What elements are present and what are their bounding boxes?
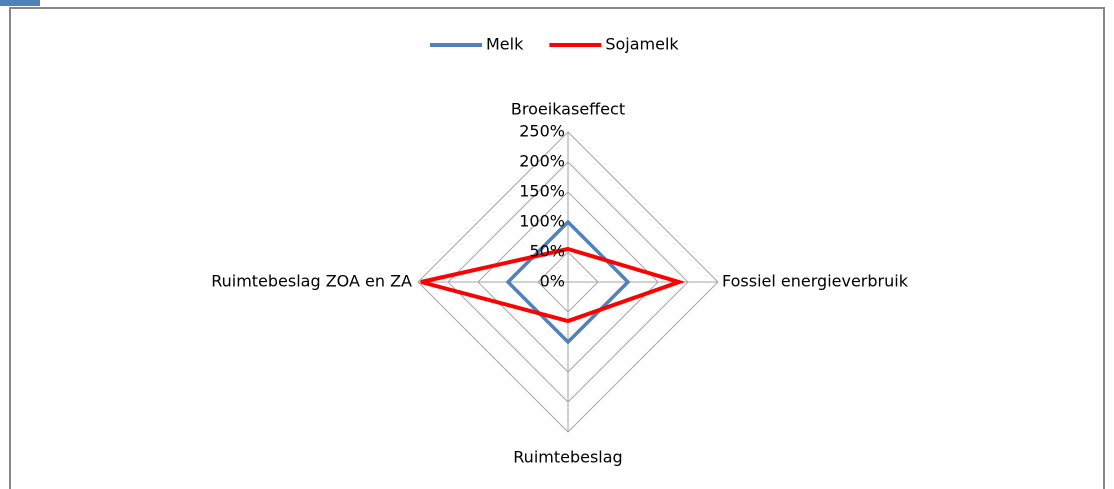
title-fragment xyxy=(0,0,40,6)
legend-label: Sojamelk xyxy=(605,35,679,54)
series-line xyxy=(420,246,686,324)
tick-label: 100% xyxy=(519,212,565,231)
category-label: Fossiel energieverbruik xyxy=(722,272,909,291)
chart-frame xyxy=(9,7,1105,489)
tick-label: 50% xyxy=(529,242,565,261)
legend-label: Melk xyxy=(486,35,524,54)
category-label: Broeikaseffect xyxy=(511,100,625,119)
category-label: Ruimtebeslag ZOA en ZA xyxy=(211,272,412,291)
tick-label: 250% xyxy=(519,122,565,141)
category-label: Ruimtebeslag xyxy=(513,448,622,467)
tick-label: 150% xyxy=(519,182,565,201)
tick-label: 200% xyxy=(519,152,565,171)
tick-label: 0% xyxy=(540,272,565,291)
